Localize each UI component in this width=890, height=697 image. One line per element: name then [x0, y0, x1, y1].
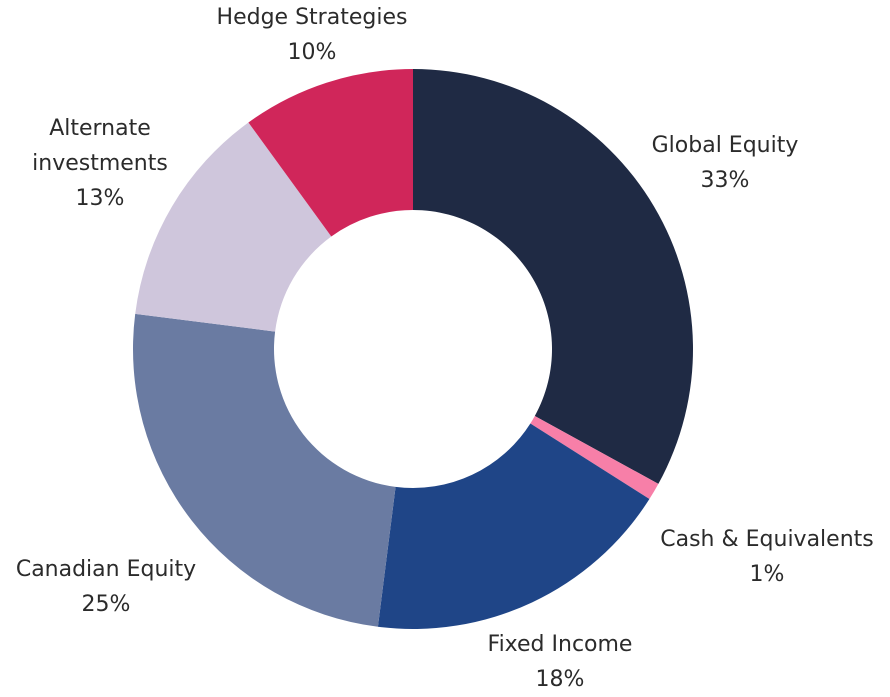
slice	[377, 423, 650, 629]
slice-label: Fixed Income 18%	[430, 627, 690, 697]
category-label: Global Equity	[651, 133, 799, 158]
value-label: 10%	[287, 40, 337, 65]
slice-label: Hedge Strategies 10%	[182, 0, 442, 70]
value-label: 33%	[700, 168, 750, 193]
slice	[248, 69, 413, 237]
value-label: 25%	[81, 592, 131, 617]
slice-label: Cash & Equivalents 1%	[637, 522, 890, 592]
slice	[530, 415, 659, 500]
slice	[135, 122, 332, 332]
category-label: Canadian Equity	[15, 557, 197, 582]
slice	[133, 313, 396, 627]
value-label: 1%	[749, 562, 785, 587]
value-label: 18%	[535, 667, 585, 692]
slice	[413, 69, 693, 484]
category-label: Fixed Income	[487, 632, 633, 657]
category-label: Alternate investments	[32, 116, 168, 176]
value-label: 13%	[75, 186, 125, 211]
category-label: Hedge Strategies	[216, 5, 408, 30]
slice-label: Alternate investments 13%	[15, 111, 185, 216]
slice-label: Canadian Equity 25%	[0, 552, 236, 622]
category-label: Cash & Equivalents	[660, 527, 874, 552]
slice-label: Global Equity 33%	[595, 128, 855, 198]
